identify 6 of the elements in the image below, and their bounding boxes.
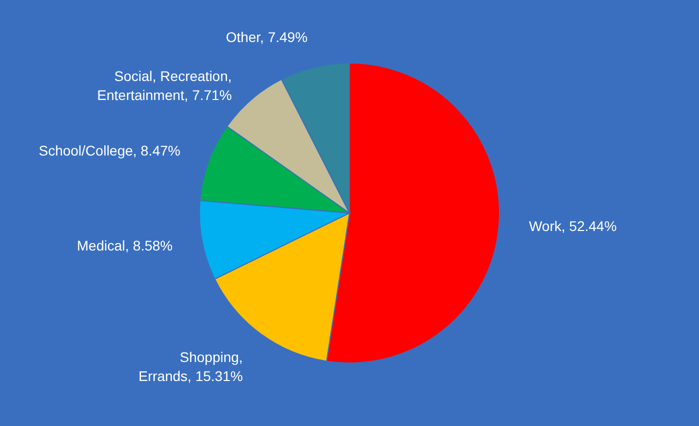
slice-label: Work, 52.44% bbox=[528, 218, 617, 234]
slice-label: Shopping, Errands, 15.31% bbox=[138, 348, 243, 384]
slice-label: School/College, 8.47% bbox=[38, 142, 180, 158]
slice-label: Social, Recreation, Entertainment, 7.71% bbox=[97, 68, 232, 103]
slice-label: Medical, 8.58% bbox=[76, 237, 173, 254]
slice-label: Other, 7.49% bbox=[226, 28, 308, 45]
